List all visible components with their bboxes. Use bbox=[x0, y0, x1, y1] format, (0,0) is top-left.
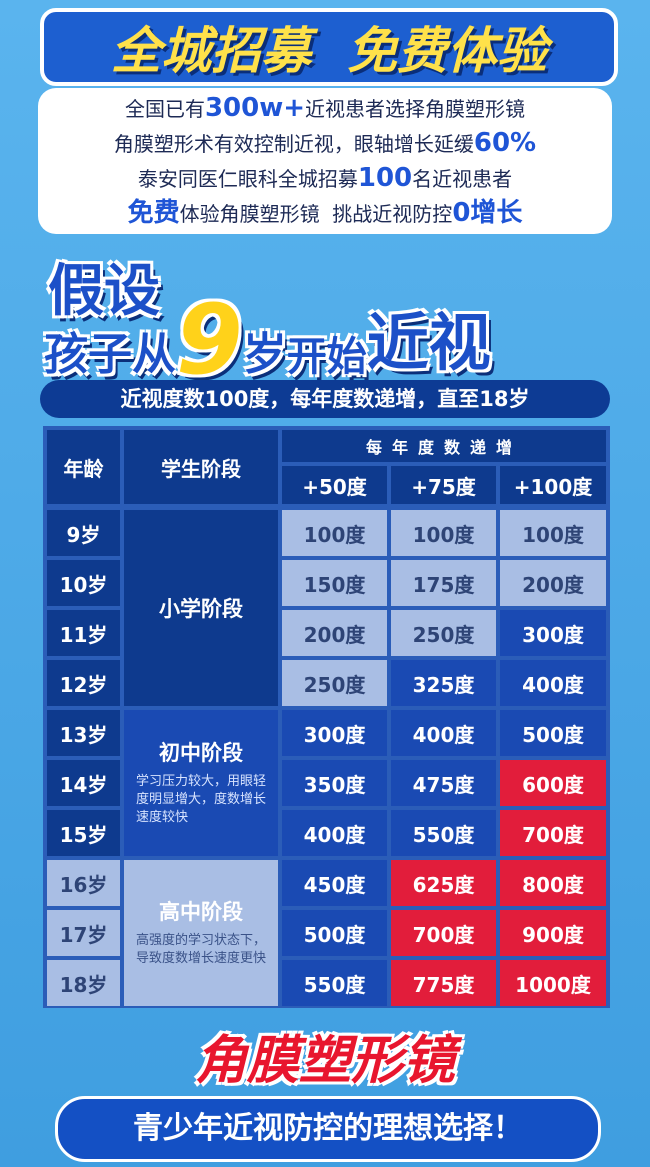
value-cell: 700度 bbox=[391, 910, 496, 956]
text: 近视患者选择角膜塑形镜 bbox=[305, 97, 526, 121]
stage-name: 小学阶段 bbox=[159, 597, 243, 621]
title: 全城招募 bbox=[111, 22, 311, 80]
header-cell: 学生阶段 bbox=[124, 430, 278, 504]
stage-note: 高强度的学习状态下，导致度数增长速度更快 bbox=[136, 933, 267, 966]
age-cell: 12岁 bbox=[47, 660, 120, 706]
header-cell: +50度 bbox=[282, 466, 387, 504]
highlight: 300w+ bbox=[204, 93, 306, 123]
stage-cell: 初中阶段学习压力较大，用眼轻度明显增大，度数增长速度较快 bbox=[124, 710, 278, 856]
value-cell: 500度 bbox=[500, 710, 606, 756]
intro-line: 泰安同医仁眼科全城招募100名近视患者 bbox=[138, 161, 512, 196]
age-cell: 10岁 bbox=[47, 560, 120, 606]
headline: 近视 bbox=[366, 306, 491, 379]
value-cell: 550度 bbox=[282, 960, 387, 1006]
banner: 近视度数100度，每年度数递增，直至18岁 bbox=[40, 380, 610, 418]
value-cell: 100度 bbox=[391, 510, 496, 556]
value-cell: 300度 bbox=[500, 610, 606, 656]
text: 全国已有 bbox=[124, 97, 205, 121]
age-cell: 11岁 bbox=[47, 610, 120, 656]
age-cell: 9岁 bbox=[47, 510, 120, 556]
intro-line: 角膜塑形术有效控制近视，眼轴增长延缓60% bbox=[114, 126, 536, 161]
header-cell: +75度 bbox=[391, 466, 496, 504]
intro-line: 免费体验角膜塑形镜 挑战近视防控0增长 bbox=[128, 196, 523, 231]
value-cell: 250度 bbox=[391, 610, 496, 656]
intro-line: 全国已有300w+近视患者选择角膜塑形镜 bbox=[125, 91, 525, 126]
title-box: 全城招募 免费体验 bbox=[40, 8, 618, 86]
header-cell: +100度 bbox=[500, 466, 606, 504]
value-cell: 400度 bbox=[500, 660, 606, 706]
headline: 孩子从 bbox=[44, 329, 176, 380]
header-cell: 每年度数递增 bbox=[282, 430, 606, 462]
value-cell: 1000度 bbox=[500, 960, 606, 1006]
value-cell: 400度 bbox=[282, 810, 387, 856]
value-cell: 100度 bbox=[500, 510, 606, 556]
value-cell: 625度 bbox=[391, 860, 496, 906]
headline-row: 孩子从 9 岁 开始 近视 bbox=[44, 284, 491, 396]
value-cell: 350度 bbox=[282, 760, 387, 806]
value-cell: 700度 bbox=[500, 810, 606, 856]
age-cell: 14岁 bbox=[47, 760, 120, 806]
stage-name: 初中阶段 bbox=[159, 741, 243, 765]
headline: 岁 bbox=[242, 329, 287, 380]
value-cell: 400度 bbox=[391, 710, 496, 756]
stage-cell: 小学阶段 bbox=[124, 510, 278, 706]
text: 角膜塑形术有效控制近视，眼轴增长延缓 bbox=[113, 132, 474, 156]
headline: 开始 bbox=[286, 334, 367, 380]
text: 体验角膜塑形镜 挑战近视防控 bbox=[179, 202, 453, 226]
slogan: 青少年近视防控的理想选择！ bbox=[55, 1096, 601, 1162]
value-cell: 900度 bbox=[500, 910, 606, 956]
text: 泰安同医仁眼科全城招募 bbox=[137, 167, 358, 191]
product-name: 角膜塑形镜 bbox=[194, 1031, 455, 1091]
value-cell: 150度 bbox=[282, 560, 387, 606]
value-cell: 325度 bbox=[391, 660, 496, 706]
age-cell: 15岁 bbox=[47, 810, 120, 856]
highlight: 60% bbox=[473, 128, 537, 158]
value-cell: 100度 bbox=[282, 510, 387, 556]
value-cell: 775度 bbox=[391, 960, 496, 1006]
table: 年龄 学生阶段 每年度数递增 +50度 +75度 +100度 9岁 100度 100度 100度 1… bbox=[43, 426, 610, 1008]
highlight: 100 bbox=[357, 163, 413, 193]
value-cell: 300度 bbox=[282, 710, 387, 756]
stage-cell: 高中阶段高强度的学习状态下，导致度数增长速度更快 bbox=[124, 860, 278, 1006]
highlight: 免费 bbox=[127, 198, 180, 228]
stage-note: 学习压力较大，用眼轻度明显增大，度数增长速度较快 bbox=[136, 774, 267, 825]
age-cell: 17岁 bbox=[47, 910, 120, 956]
age-cell: 18岁 bbox=[47, 960, 120, 1006]
highlight: 0增长 bbox=[452, 198, 523, 228]
value-cell: 250度 bbox=[282, 660, 387, 706]
stage-name: 高中阶段 bbox=[159, 900, 243, 924]
value-cell: 550度 bbox=[391, 810, 496, 856]
value-cell: 475度 bbox=[391, 760, 496, 806]
header-cell: 年龄 bbox=[47, 430, 120, 504]
headline: 假设 bbox=[48, 259, 160, 324]
age-cell: 13岁 bbox=[47, 710, 120, 756]
headline-number: 9 bbox=[176, 284, 243, 396]
intro-box: 全国已有300w+近视患者选择角膜塑形镜 角膜塑形术有效控制近视，眼轴增长延缓6… bbox=[38, 88, 612, 234]
age-cell: 16岁 bbox=[47, 860, 120, 906]
value-cell: 200度 bbox=[282, 610, 387, 656]
title: 免费体验 bbox=[347, 22, 547, 80]
value-cell: 450度 bbox=[282, 860, 387, 906]
value-cell: 600度 bbox=[500, 760, 606, 806]
value-cell: 175度 bbox=[391, 560, 496, 606]
value-cell: 800度 bbox=[500, 860, 606, 906]
value-cell: 200度 bbox=[500, 560, 606, 606]
value-cell: 500度 bbox=[282, 910, 387, 956]
text: 名近视患者 bbox=[412, 167, 513, 191]
